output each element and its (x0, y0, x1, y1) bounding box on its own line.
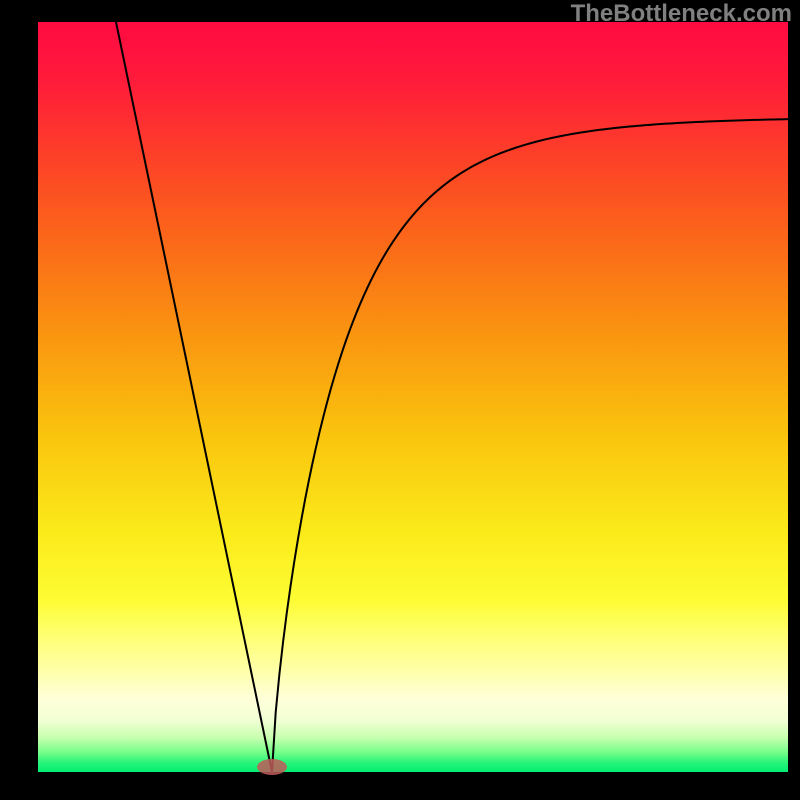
watermark-text: TheBottleneck.com (571, 0, 792, 28)
optimal-point-marker (257, 759, 287, 775)
gradient-plot-area (38, 22, 788, 772)
bottleneck-chart (0, 0, 800, 800)
